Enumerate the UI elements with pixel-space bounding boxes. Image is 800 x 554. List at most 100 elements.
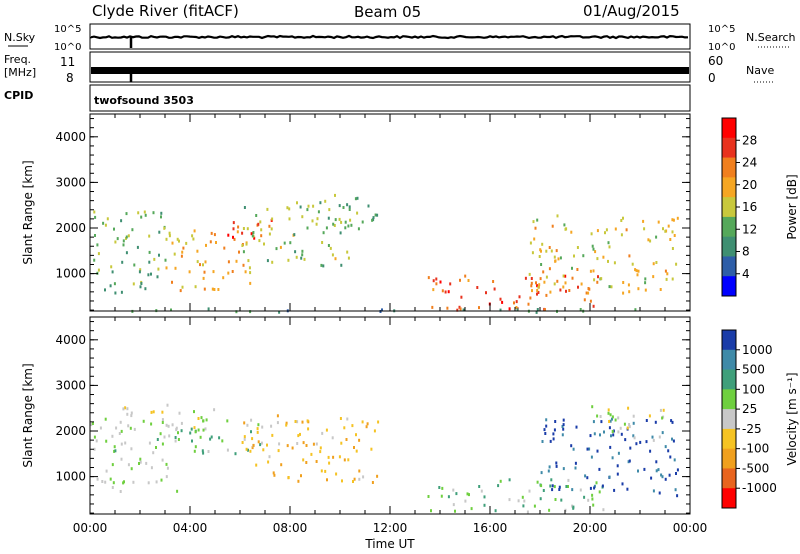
velocity-cell (246, 423, 249, 427)
power-cell (137, 211, 140, 215)
velocity-cell (189, 431, 192, 435)
velocity-cell (127, 463, 130, 467)
power-cell (518, 295, 521, 299)
power-cell (347, 256, 350, 260)
station-title: Clyde River (fitACF) (92, 2, 239, 20)
power-cell (241, 244, 244, 247)
power-cell (104, 223, 107, 227)
power-cell (607, 259, 609, 263)
power-cell (536, 284, 539, 288)
power-cell (635, 269, 638, 273)
velocity-cell (95, 439, 98, 443)
power-cell (356, 211, 359, 215)
power-cell (524, 276, 527, 280)
power-cell (111, 270, 114, 274)
power-cell (591, 244, 594, 248)
velocity-cell (654, 420, 657, 424)
velocity-cell (221, 439, 224, 443)
cpid-panel (89, 84, 691, 112)
power-cell (283, 241, 286, 245)
power-cell (602, 255, 605, 259)
power-cell (529, 241, 532, 245)
velocity-cell (166, 403, 169, 407)
power-cell (109, 284, 112, 288)
power-cell (644, 288, 647, 292)
power-cell (125, 251, 128, 255)
power-cell (449, 282, 452, 286)
power-cell (334, 257, 337, 261)
power-cell (176, 237, 179, 241)
velocity-cell (629, 446, 632, 450)
power-cell (120, 290, 123, 294)
velocity-cell (122, 407, 125, 411)
velocity-cell (327, 455, 330, 459)
velocity-cell (139, 457, 142, 461)
velocity-cell (335, 472, 338, 476)
velocity-cell (553, 485, 556, 489)
power-cell (622, 291, 625, 295)
power-cell (163, 226, 166, 230)
velocity-cell (142, 419, 145, 423)
power-cell (372, 216, 375, 220)
power-cell (235, 259, 238, 263)
power-cell (508, 307, 511, 311)
power-cell (553, 282, 556, 286)
nsky-tick-top: 10^5 (54, 24, 81, 35)
power-cell (181, 285, 184, 289)
velocity-cell (591, 405, 594, 409)
power-cell (271, 217, 274, 221)
nsearch-label: N.Search (746, 31, 796, 44)
velocity-cell (165, 462, 168, 466)
power-cell (564, 274, 567, 278)
velocity-cell (561, 425, 564, 428)
power-cell (257, 222, 260, 226)
power-cell (354, 197, 357, 201)
power-cell (576, 268, 579, 271)
power-cell (350, 223, 353, 227)
velocity-cell (671, 437, 673, 441)
power-cell (435, 282, 438, 286)
power-cell (538, 255, 541, 258)
power-cell (459, 278, 461, 282)
power-cell (289, 241, 292, 245)
velocity-cell (175, 428, 178, 432)
power-cell (122, 243, 125, 247)
velocity-cell (353, 477, 356, 481)
velocity-cell (315, 442, 318, 446)
velocity-cell (111, 463, 114, 467)
power-cell (348, 205, 351, 209)
velocity-cell (243, 421, 246, 425)
power-cell (185, 241, 188, 245)
power-cell (361, 220, 364, 224)
power-cell (287, 258, 290, 262)
power-cell (622, 281, 625, 284)
velocity-cell (124, 441, 127, 445)
power-cell (540, 263, 543, 266)
power-cell (596, 257, 599, 261)
power-cell (559, 288, 562, 292)
power-cell (532, 220, 535, 224)
velocity-cell (343, 426, 346, 430)
power-cell (657, 220, 660, 224)
power-cell (153, 257, 156, 261)
power-cell (306, 208, 309, 212)
power-cell (571, 276, 574, 280)
velocity-cell (540, 471, 543, 475)
power-cell (608, 285, 611, 289)
power-cell (271, 260, 274, 264)
velocity-cell (150, 422, 153, 426)
freq-unit: [MHz] (4, 66, 36, 79)
power-cell (559, 256, 562, 260)
velocity-cell (601, 484, 604, 488)
velocity-cell (657, 468, 660, 472)
velocity-cell (596, 449, 599, 453)
velocity-cell (650, 476, 653, 480)
velocity-cell (325, 428, 328, 432)
freq-tick-bottom: 8 (66, 71, 74, 85)
velocity-cell (671, 420, 674, 424)
power-cell (462, 308, 465, 312)
velocity-cell (623, 422, 626, 426)
power-cell (664, 269, 667, 273)
power-cell (227, 260, 230, 264)
velocity-cell (608, 426, 611, 430)
